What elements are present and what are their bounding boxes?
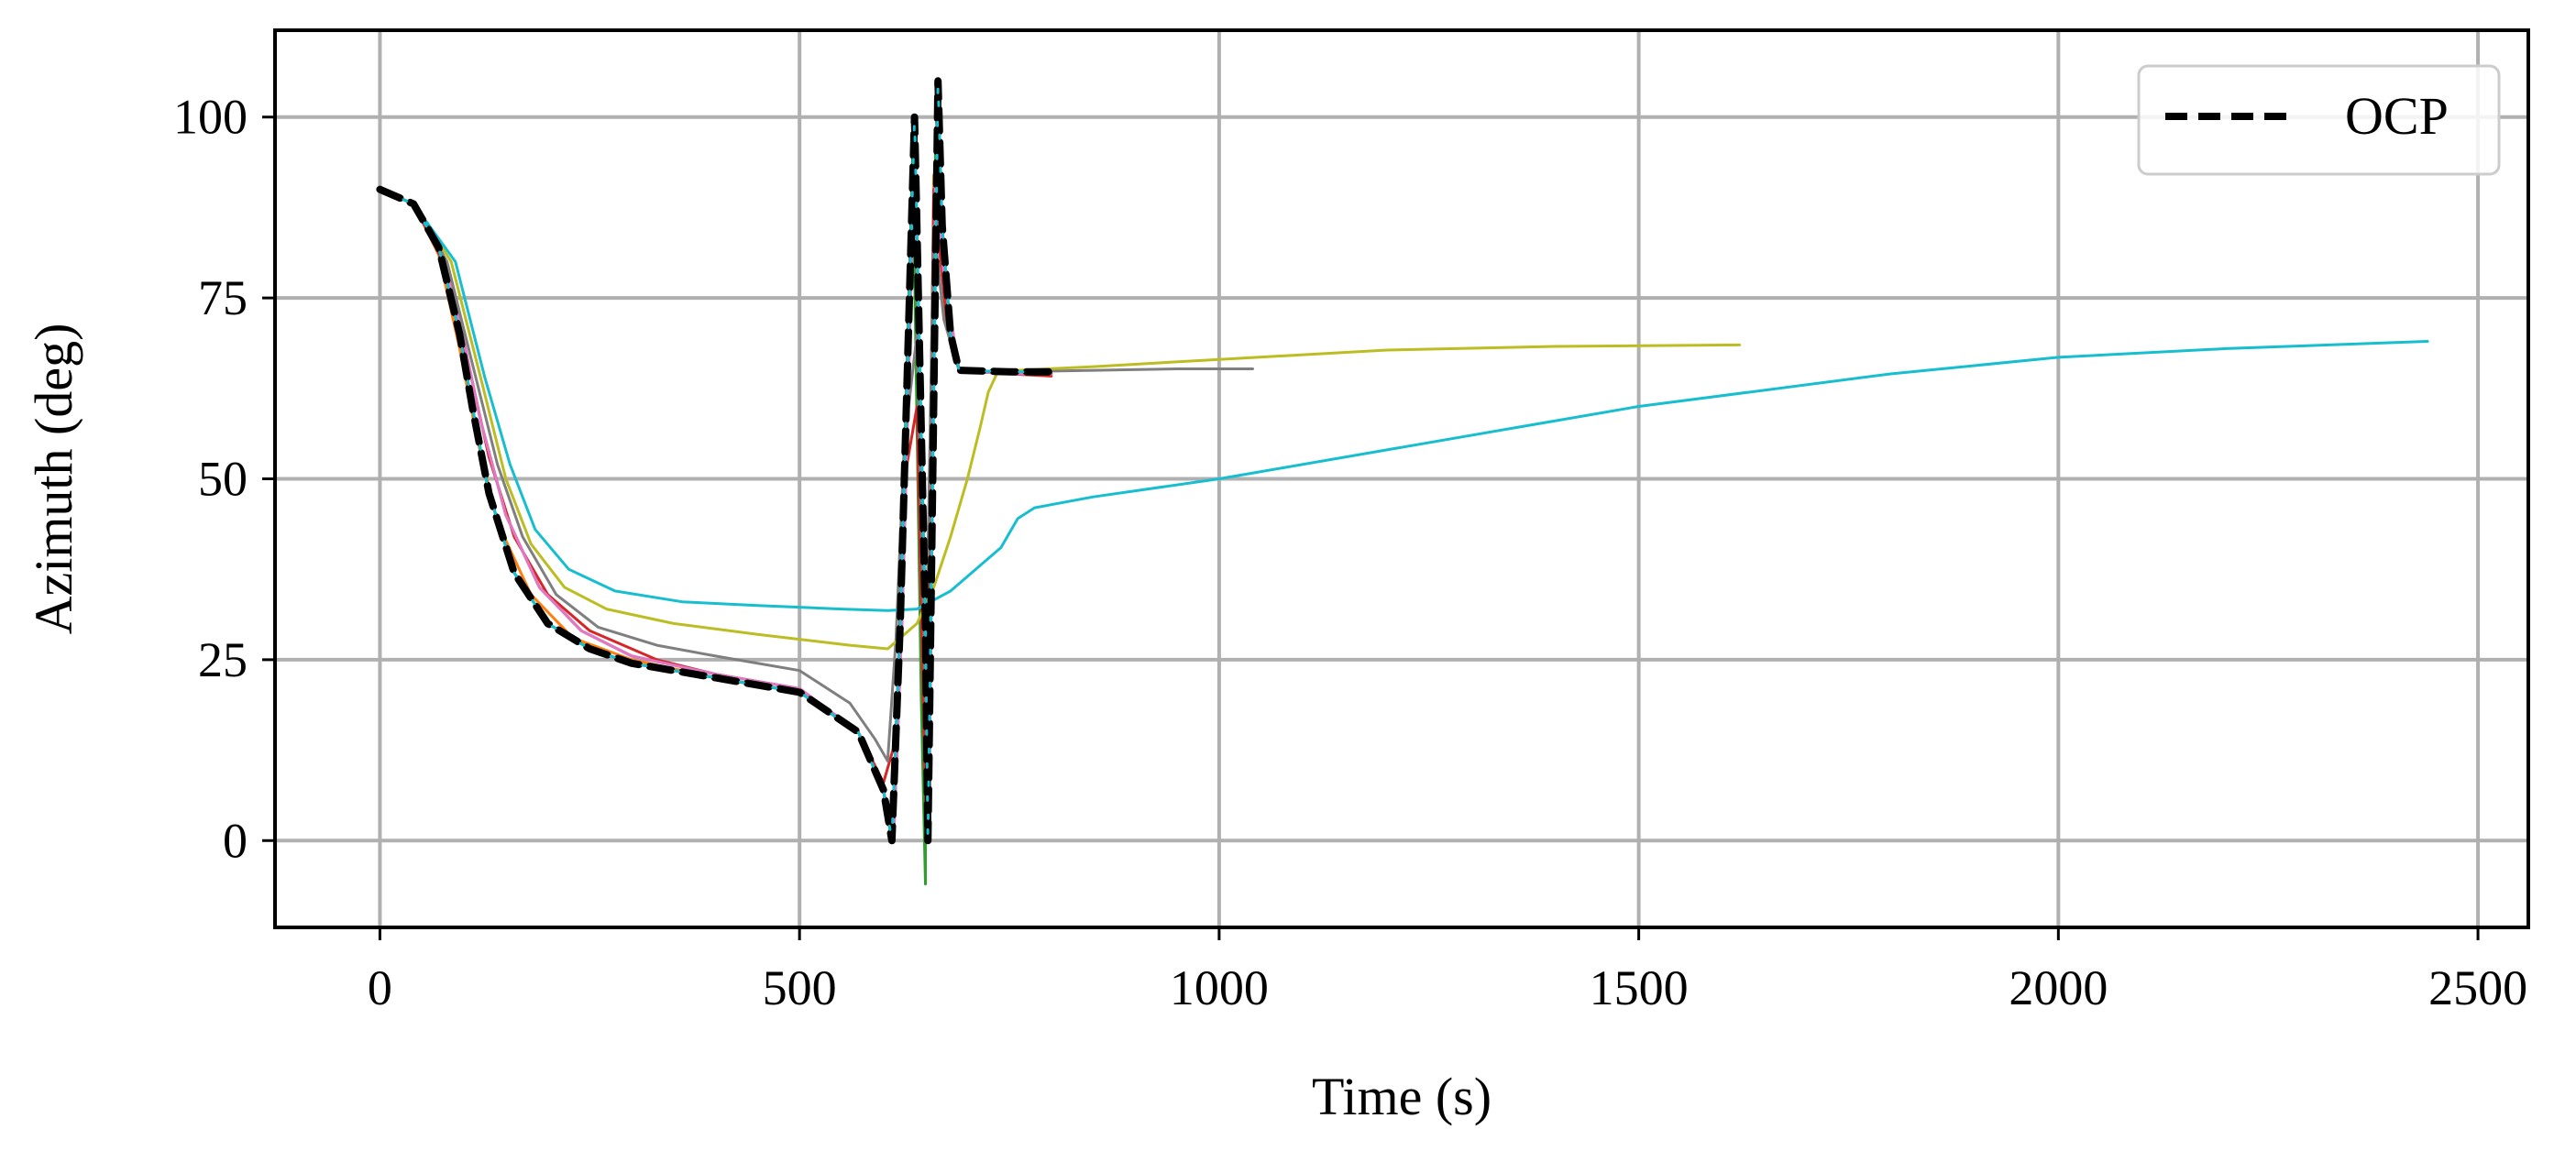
series-group <box>376 77 2429 886</box>
x-tick-label-1500: 1500 <box>1590 960 1689 1015</box>
y-axis-label: Azimuth (deg) <box>24 323 83 635</box>
series-line-9 <box>378 188 1741 651</box>
x-tick-label-500: 500 <box>763 960 837 1015</box>
x-tick-label-0: 0 <box>368 960 392 1015</box>
ticks: 0 500 1000 1500 2000 2500 0 25 50 75 100 <box>173 90 2527 1015</box>
legend: OCP <box>2137 64 2501 176</box>
series-line-10 <box>378 188 2429 612</box>
y-tick-label-0: 0 <box>223 813 248 868</box>
y-tick-label-100: 100 <box>173 90 248 145</box>
x-axis-label: Time (s) <box>1312 1067 1492 1126</box>
y-tick-label-50: 50 <box>198 452 248 507</box>
legend-box <box>2137 64 2501 176</box>
y-tick-label-25: 25 <box>198 632 248 687</box>
y-tick-label-75: 75 <box>198 270 248 325</box>
x-tick-label-1000: 1000 <box>1170 960 1269 1015</box>
x-tick-label-2500: 2500 <box>2428 960 2527 1015</box>
series-overlay-dots <box>378 79 1053 842</box>
legend-label-ocp: OCP <box>2345 86 2449 146</box>
x-tick-label-2000: 2000 <box>2009 960 2108 1015</box>
